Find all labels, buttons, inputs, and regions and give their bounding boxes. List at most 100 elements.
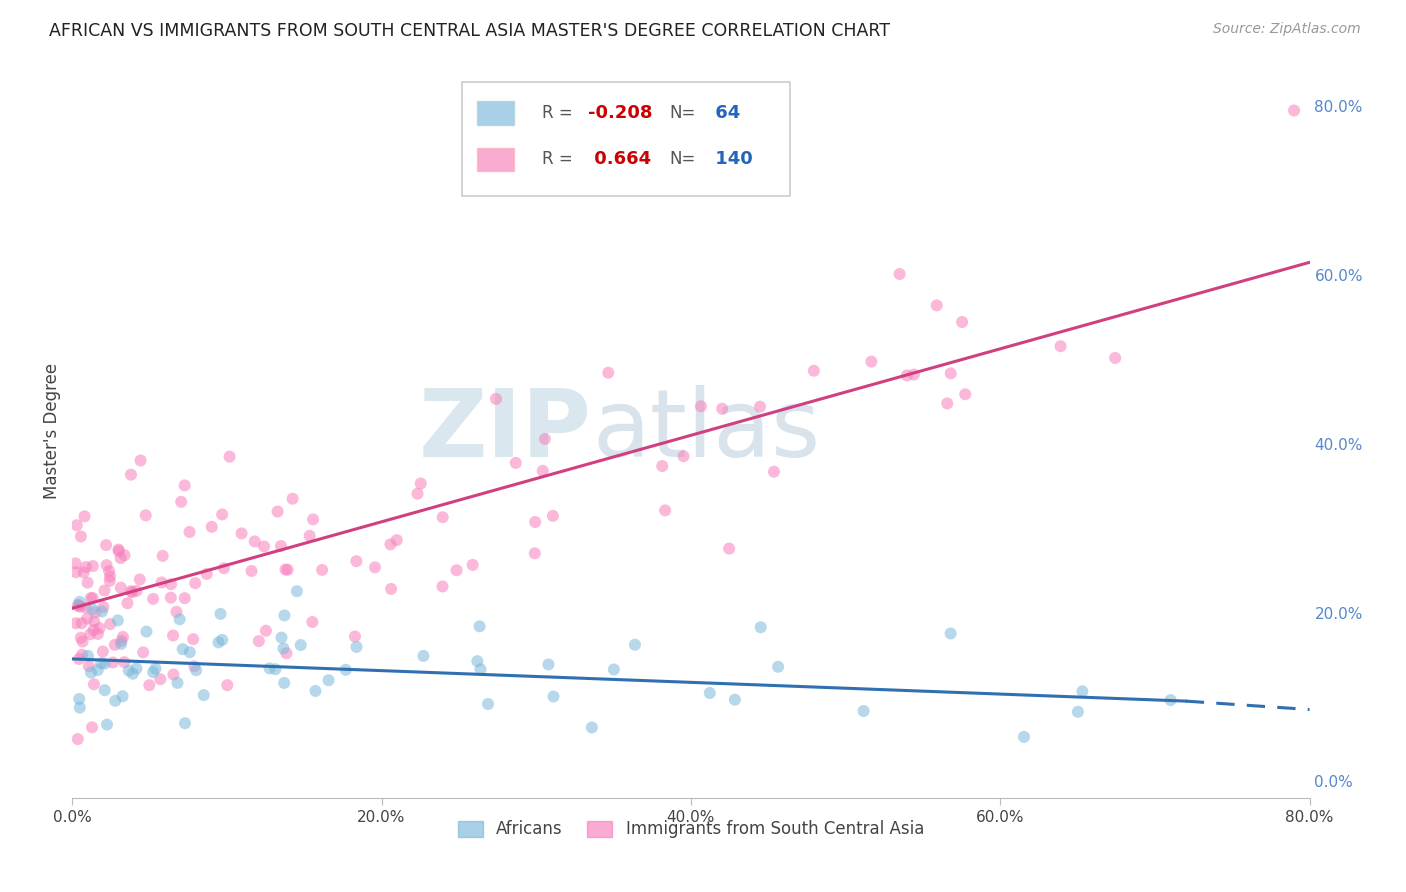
Point <box>90 605 112 619</box>
Point <box>75 600 97 615</box>
Text: 140: 140 <box>710 151 754 169</box>
Point <box>406 487 429 501</box>
Point <box>138 678 160 692</box>
Point <box>304 684 326 698</box>
Point <box>107 542 129 557</box>
FancyBboxPatch shape <box>477 102 515 125</box>
Point <box>67 598 90 612</box>
Point <box>598 366 620 380</box>
Point <box>150 575 173 590</box>
Point <box>1104 351 1126 365</box>
Point <box>135 624 157 639</box>
Point <box>80 665 103 680</box>
Point <box>247 634 270 648</box>
Point <box>179 524 201 539</box>
Point <box>412 648 434 663</box>
Point <box>896 368 918 383</box>
Point <box>380 582 402 596</box>
Point <box>98 617 121 632</box>
Point <box>118 664 141 678</box>
Point <box>803 364 825 378</box>
Point <box>69 599 91 614</box>
Point <box>364 560 387 574</box>
Point <box>84 606 107 620</box>
Point <box>67 652 90 666</box>
Point <box>77 659 100 673</box>
Point <box>65 565 87 579</box>
Point <box>174 716 197 731</box>
Point <box>264 662 287 676</box>
Point <box>110 637 132 651</box>
Point <box>273 676 295 690</box>
Point <box>96 558 118 573</box>
Point <box>266 504 288 518</box>
Point <box>1067 705 1090 719</box>
Point <box>98 574 121 588</box>
Point <box>149 672 172 686</box>
Point <box>83 623 105 637</box>
Point <box>318 673 340 688</box>
Point <box>925 298 948 312</box>
Point <box>253 540 276 554</box>
Point <box>432 579 454 593</box>
Point <box>166 605 188 619</box>
Point <box>110 551 132 566</box>
Point <box>184 576 207 591</box>
Point <box>259 661 281 675</box>
Point <box>69 595 91 609</box>
Point <box>903 368 925 382</box>
Point <box>302 512 325 526</box>
Point <box>86 663 108 677</box>
Point <box>101 656 124 670</box>
Point <box>173 478 195 492</box>
Point <box>270 539 292 553</box>
Point <box>120 467 142 482</box>
Point <box>166 676 188 690</box>
Point <box>183 659 205 673</box>
Point <box>76 575 98 590</box>
Point <box>179 645 201 659</box>
Point <box>152 549 174 563</box>
Point <box>89 621 111 635</box>
Point <box>111 690 134 704</box>
Point <box>624 638 647 652</box>
Point <box>273 641 295 656</box>
Point <box>66 732 89 747</box>
Point <box>181 632 204 647</box>
Point <box>135 508 157 523</box>
Point <box>104 694 127 708</box>
Point <box>73 509 96 524</box>
Point <box>343 630 366 644</box>
Point <box>762 465 785 479</box>
Point <box>65 557 87 571</box>
Point <box>66 518 89 533</box>
Point <box>142 665 165 680</box>
Point <box>193 688 215 702</box>
Point <box>159 591 181 605</box>
Point <box>461 558 484 572</box>
Point <box>543 690 565 704</box>
Point <box>446 563 468 577</box>
Point <box>83 615 105 629</box>
Y-axis label: Master's Degree: Master's Degree <box>44 363 60 500</box>
Point <box>468 619 491 633</box>
Point <box>477 697 499 711</box>
Point <box>218 450 240 464</box>
Point <box>385 533 408 548</box>
Text: ZIP: ZIP <box>419 385 592 477</box>
Point <box>211 632 233 647</box>
Point <box>173 591 195 606</box>
Text: N=: N= <box>669 151 696 169</box>
Point <box>186 663 208 677</box>
Text: -0.208: -0.208 <box>588 104 652 122</box>
Point <box>749 620 772 634</box>
Point <box>162 667 184 681</box>
Point <box>195 566 218 581</box>
Point <box>470 662 492 676</box>
Text: R =: R = <box>543 151 578 169</box>
Point <box>534 432 557 446</box>
Point <box>243 534 266 549</box>
Point <box>409 476 432 491</box>
Point <box>1071 684 1094 698</box>
Point <box>82 602 104 616</box>
